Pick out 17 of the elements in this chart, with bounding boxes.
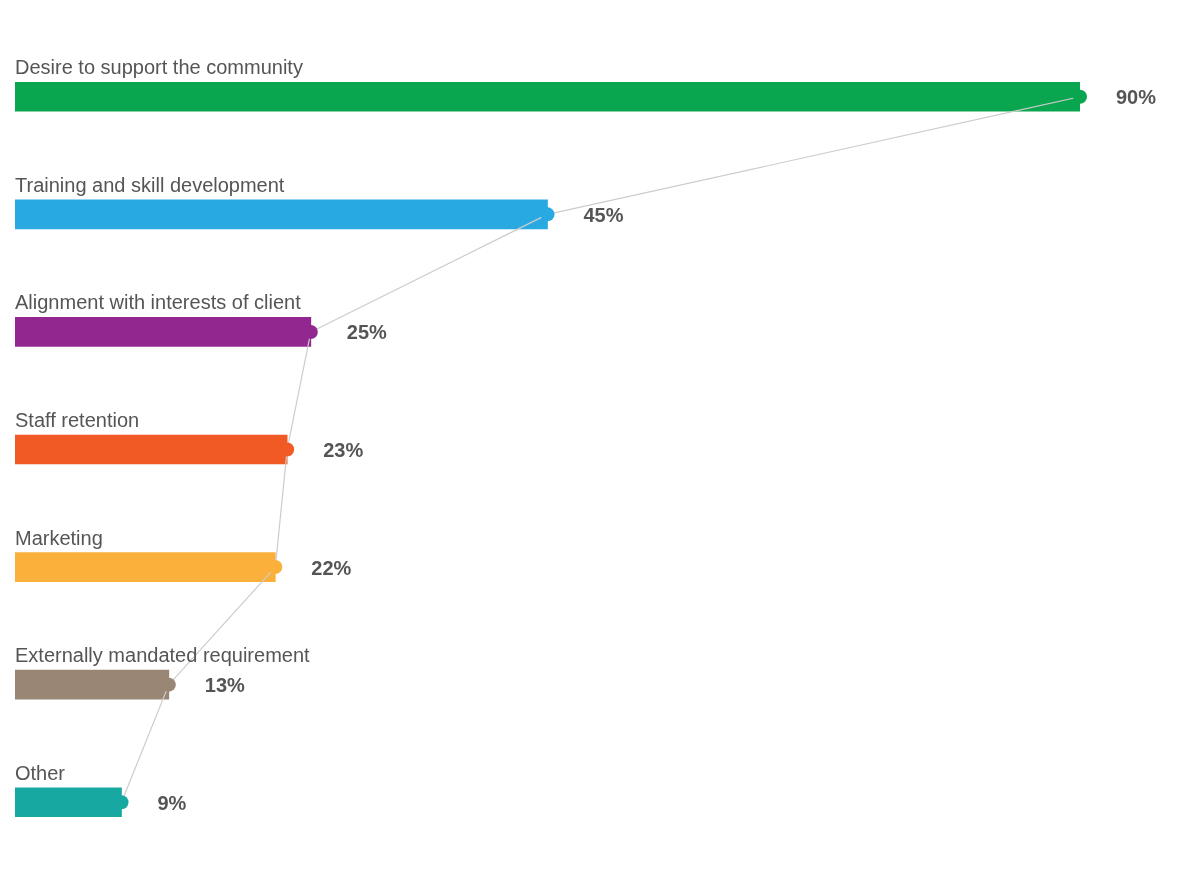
y-tick-label: Desire to support the community xyxy=(15,56,303,79)
y-tick-label: Training and skill development xyxy=(15,173,285,196)
point xyxy=(268,560,283,575)
y-tick-label: Marketing xyxy=(15,526,103,549)
point xyxy=(1073,89,1087,104)
y-tick-label: Externally mandated requirement xyxy=(15,644,311,667)
data-label: 9% xyxy=(157,791,187,814)
data-label: 23% xyxy=(323,439,364,462)
data-label: 45% xyxy=(583,203,624,226)
y-tick-label: Other xyxy=(15,761,66,784)
point xyxy=(540,207,555,222)
y-tick-label: Staff retention xyxy=(15,409,140,432)
data-label: 13% xyxy=(204,674,246,697)
data-label: 22% xyxy=(311,556,352,579)
data-label: 25% xyxy=(346,321,388,344)
data-label: 90% xyxy=(1116,86,1157,109)
y-tick-label: Alignment with interests of client xyxy=(15,291,302,314)
